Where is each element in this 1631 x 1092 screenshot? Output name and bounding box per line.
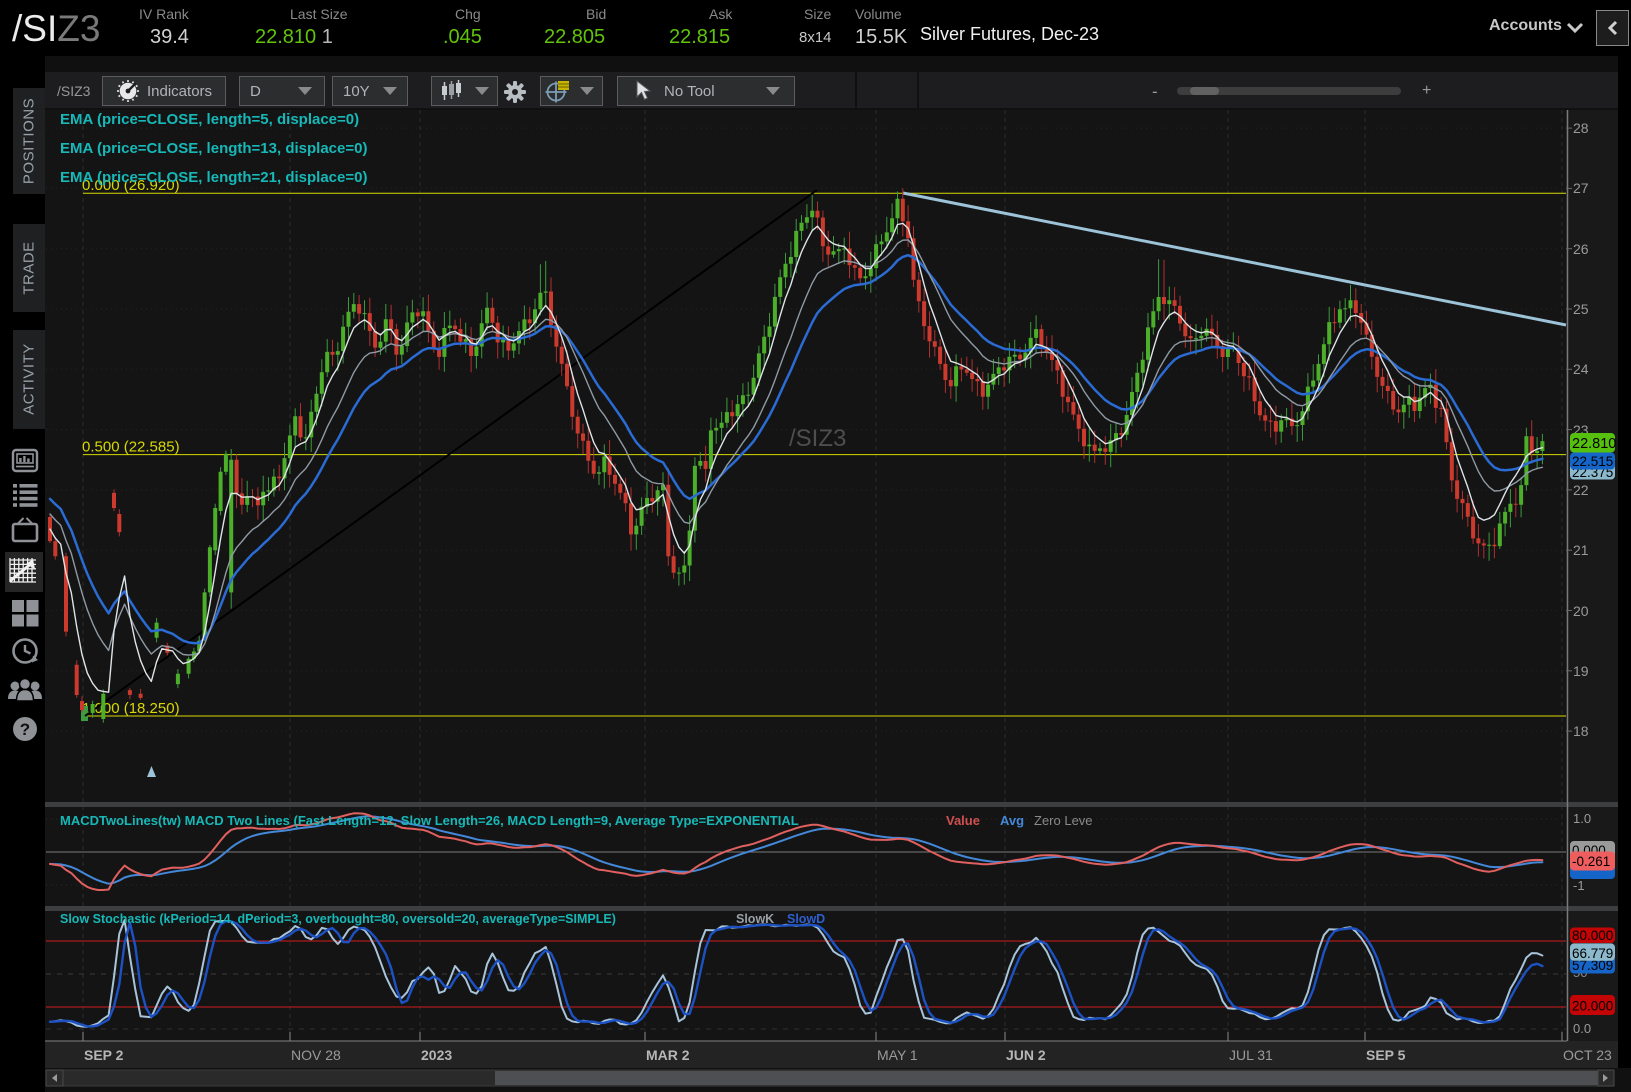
svg-text:21: 21 (1573, 542, 1589, 558)
svg-text:JUL 31: JUL 31 (1229, 1047, 1273, 1063)
svg-text:20.000: 20.000 (1572, 999, 1613, 1014)
svg-text:-0.261: -0.261 (1572, 854, 1610, 869)
svg-text:22.810: 22.810 (1572, 436, 1616, 452)
svg-text:24: 24 (1573, 361, 1589, 377)
svg-text:SlowK: SlowK (736, 912, 774, 926)
svg-text:Avg: Avg (1000, 813, 1024, 828)
svg-text:POSITIONS: POSITIONS (21, 98, 38, 184)
svg-text:22.515: 22.515 (1572, 454, 1613, 469)
svg-text:18: 18 (1573, 723, 1589, 739)
svg-text:0.000 (26.920): 0.000 (26.920) (82, 177, 180, 194)
svg-text:EMA (price=CLOSE, length=21, d: EMA (price=CLOSE, length=21, displace=0) (60, 169, 367, 186)
svg-text:25: 25 (1573, 301, 1589, 317)
svg-text:TRADE: TRADE (21, 241, 38, 294)
svg-text:22: 22 (1573, 482, 1589, 498)
svg-text:Zero Leve: Zero Leve (1034, 813, 1093, 828)
svg-text:SEP 2: SEP 2 (84, 1047, 124, 1063)
svg-text:NOV 28: NOV 28 (291, 1047, 341, 1063)
svg-text:EMA (price=CLOSE, length=13, d: EMA (price=CLOSE, length=13, displace=0) (60, 140, 367, 157)
svg-text:2023: 2023 (421, 1047, 452, 1063)
svg-text:19: 19 (1573, 663, 1589, 679)
svg-text:?: ? (20, 720, 30, 739)
svg-text:OCT 23: OCT 23 (1563, 1047, 1612, 1063)
svg-text:27: 27 (1573, 180, 1589, 196)
svg-text:1.000 (18.250): 1.000 (18.250) (82, 700, 180, 717)
svg-text:-1: -1 (1573, 878, 1585, 893)
svg-text:MAY 1: MAY 1 (877, 1047, 918, 1063)
svg-text:EMA (price=CLOSE, length=5, di: EMA (price=CLOSE, length=5, displace=0) (60, 111, 359, 128)
svg-text:66.779: 66.779 (1572, 946, 1613, 961)
svg-text:0.500 (22.585): 0.500 (22.585) (82, 439, 180, 456)
svg-text:28: 28 (1573, 120, 1589, 136)
svg-text:ACTIVITY: ACTIVITY (21, 343, 38, 415)
svg-text:/SIZ3: /SIZ3 (789, 425, 846, 452)
svg-text:20: 20 (1573, 603, 1589, 619)
svg-text:80.000: 80.000 (1572, 928, 1613, 943)
svg-text:Slow Stochastic (kPeriod=14, d: Slow Stochastic (kPeriod=14, dPeriod=3, … (60, 912, 616, 926)
svg-text:26: 26 (1573, 241, 1589, 257)
svg-text:1.0: 1.0 (1573, 811, 1591, 826)
svg-text:Value: Value (946, 813, 980, 828)
svg-text:JUN 2: JUN 2 (1006, 1047, 1046, 1063)
svg-text:SEP 5: SEP 5 (1366, 1047, 1406, 1063)
svg-text:SlowD: SlowD (787, 912, 825, 926)
svg-text:0.0: 0.0 (1573, 1021, 1591, 1036)
svg-text:57.309: 57.309 (1572, 958, 1613, 973)
svg-text:MACDTwoLines(tw) MACD Two Line: MACDTwoLines(tw) MACD Two Lines (Fast Le… (60, 813, 799, 828)
svg-text:MAR 2: MAR 2 (646, 1047, 690, 1063)
